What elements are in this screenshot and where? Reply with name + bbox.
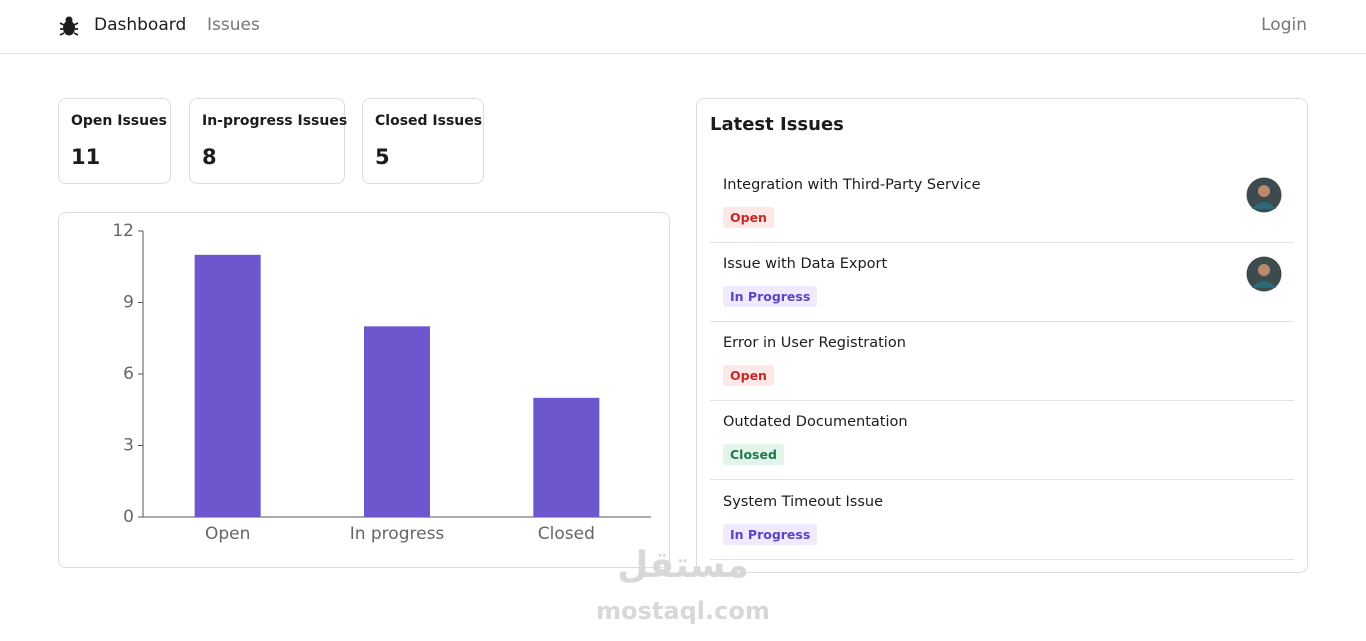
issue-title[interactable]: Integration with Third-Party Service [723, 177, 981, 193]
bug-icon [59, 16, 79, 36]
summary-label: In-progress Issues [202, 113, 348, 129]
issue-title[interactable]: Issue with Data Export [723, 256, 888, 272]
issue-title[interactable]: Outdated Documentation [723, 414, 908, 430]
summary-card: Closed Issues 5 [362, 98, 484, 184]
summary-label: Open Issues [71, 113, 167, 129]
chart-card: 0 3 6 9 12 Open In progress Closed [58, 212, 670, 568]
bar [194, 254, 261, 518]
bar [533, 397, 600, 517]
summary-count: 5 [375, 145, 390, 169]
latest-title: Latest Issues [710, 114, 844, 135]
status-badge: In Progress [723, 286, 818, 307]
nav-link[interactable]: Issues [207, 15, 260, 35]
issue-item: System Timeout Issue In Progress [710, 480, 1294, 560]
issue-item: Integration with Third-Party Service Ope… [710, 163, 1294, 243]
watermark: مستقل [617, 545, 749, 586]
status-badge: Open [723, 207, 774, 228]
y-tick-label: 12 [112, 221, 134, 241]
bar [363, 326, 431, 517]
issue-item: Outdated Documentation Closed [710, 400, 1294, 480]
brand-link[interactable]: Dashboard [94, 15, 187, 35]
summary-count: 8 [202, 145, 217, 169]
navbar: Dashboard Issues Login [0, 0, 1366, 54]
status-badge: Open [723, 365, 774, 386]
y-tick-label: 0 [123, 507, 134, 527]
summary-label: Closed Issues [375, 113, 483, 129]
status-badge: In Progress [723, 524, 818, 545]
y-tick-label: 3 [123, 436, 134, 456]
x-tick-label: Open [205, 524, 250, 544]
summary-card: Open Issues 11 [58, 98, 171, 184]
status-badge: Closed [723, 444, 784, 465]
issue-title[interactable]: Error in User Registration [723, 335, 906, 351]
chart: 0 3 6 9 12 Open In progress Closed [112, 221, 651, 544]
avatar [1246, 177, 1282, 213]
issue-item: Error in User Registration Open [710, 321, 1294, 401]
issue-title[interactable]: System Timeout Issue [723, 494, 884, 510]
login-link[interactable]: Login [1261, 15, 1307, 35]
issue-item: Issue with Data Export In Progress [710, 242, 1294, 322]
y-tick-label: 6 [123, 364, 134, 384]
y-tick-label: 9 [123, 293, 134, 313]
x-tick-label: In progress [350, 524, 445, 544]
latest-issues-card: Latest Issues Integration with Third-Par… [696, 98, 1308, 573]
summary-count: 11 [71, 145, 101, 169]
watermark: mostaql.com [596, 597, 770, 625]
avatar [1246, 256, 1282, 292]
summary-card: In-progress Issues 8 [189, 98, 348, 184]
x-tick-label: Closed [538, 524, 595, 544]
